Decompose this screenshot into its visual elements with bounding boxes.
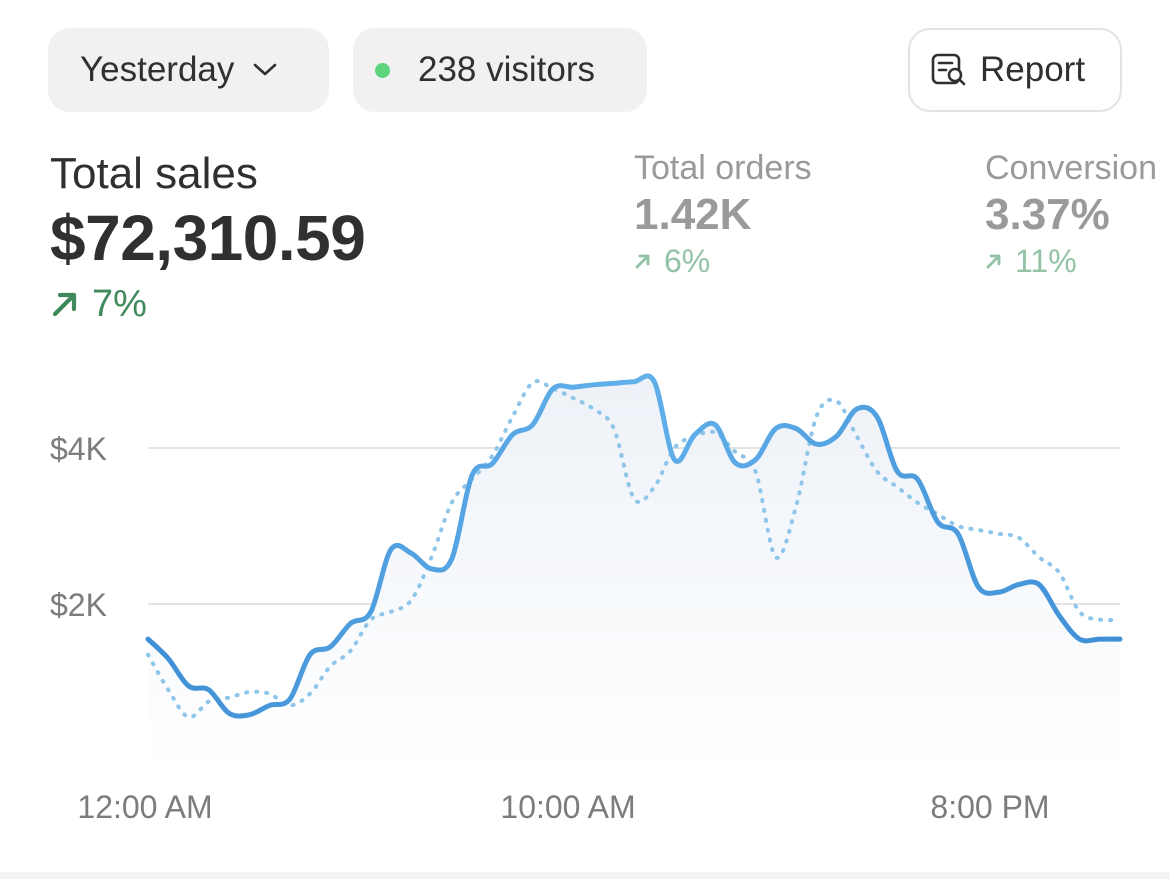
visitors-label: 238 visitors <box>418 50 596 89</box>
x-tick-label: 12:00 AM <box>77 789 212 825</box>
arrow-up-right-icon <box>52 292 77 317</box>
conversion-change-value: 11% <box>1015 243 1077 279</box>
bottom-divider <box>0 872 1170 879</box>
total-sales-change-value: 7% <box>92 283 147 325</box>
live-visitors-pill[interactable]: 238 visitors <box>353 28 647 112</box>
sales-series-line <box>145 373 1123 719</box>
total-sales-metric[interactable]: Total sales $72,310.59 7% <box>50 148 366 326</box>
report-button[interactable]: Report <box>908 28 1122 112</box>
arrow-up-right-icon <box>986 254 1001 269</box>
sales-line-chart[interactable]: $2K $4K 12:00 AM 10:00 AM 8:00 PM <box>0 340 1170 870</box>
total-sales-change: 7% <box>50 282 365 326</box>
period-label: Yesterday <box>80 50 235 89</box>
total-orders-change: 6% <box>634 242 812 280</box>
chevron-down-icon <box>252 62 278 78</box>
conversion-metric[interactable]: Conversion 3.37% 11% <box>985 148 1157 280</box>
live-dot-icon <box>375 62 390 78</box>
conversion-change: 11% <box>985 242 1157 280</box>
x-tick-label: 8:00 PM <box>930 789 1049 825</box>
period-dropdown[interactable]: Yesterday <box>48 28 329 112</box>
conversion-label: Conversion <box>985 149 1157 187</box>
total-orders-metric[interactable]: Total orders 1.42K 6% <box>634 148 812 280</box>
total-sales-value: $72,310.59 <box>50 202 366 274</box>
total-sales-label: Total sales <box>50 149 258 198</box>
total-orders-change-value: 6% <box>664 243 711 279</box>
report-search-icon <box>930 52 968 88</box>
comparison-series-line <box>146 379 1122 720</box>
conversion-value: 3.37% <box>985 190 1110 239</box>
y-tick-label: $2K <box>50 587 107 623</box>
total-orders-label: Total orders <box>634 149 812 187</box>
arrow-up-right-icon <box>635 254 650 269</box>
y-tick-label: $4K <box>50 431 107 467</box>
total-orders-value: 1.42K <box>634 190 752 239</box>
x-tick-label: 10:00 AM <box>500 789 635 825</box>
report-label: Report <box>980 50 1086 89</box>
